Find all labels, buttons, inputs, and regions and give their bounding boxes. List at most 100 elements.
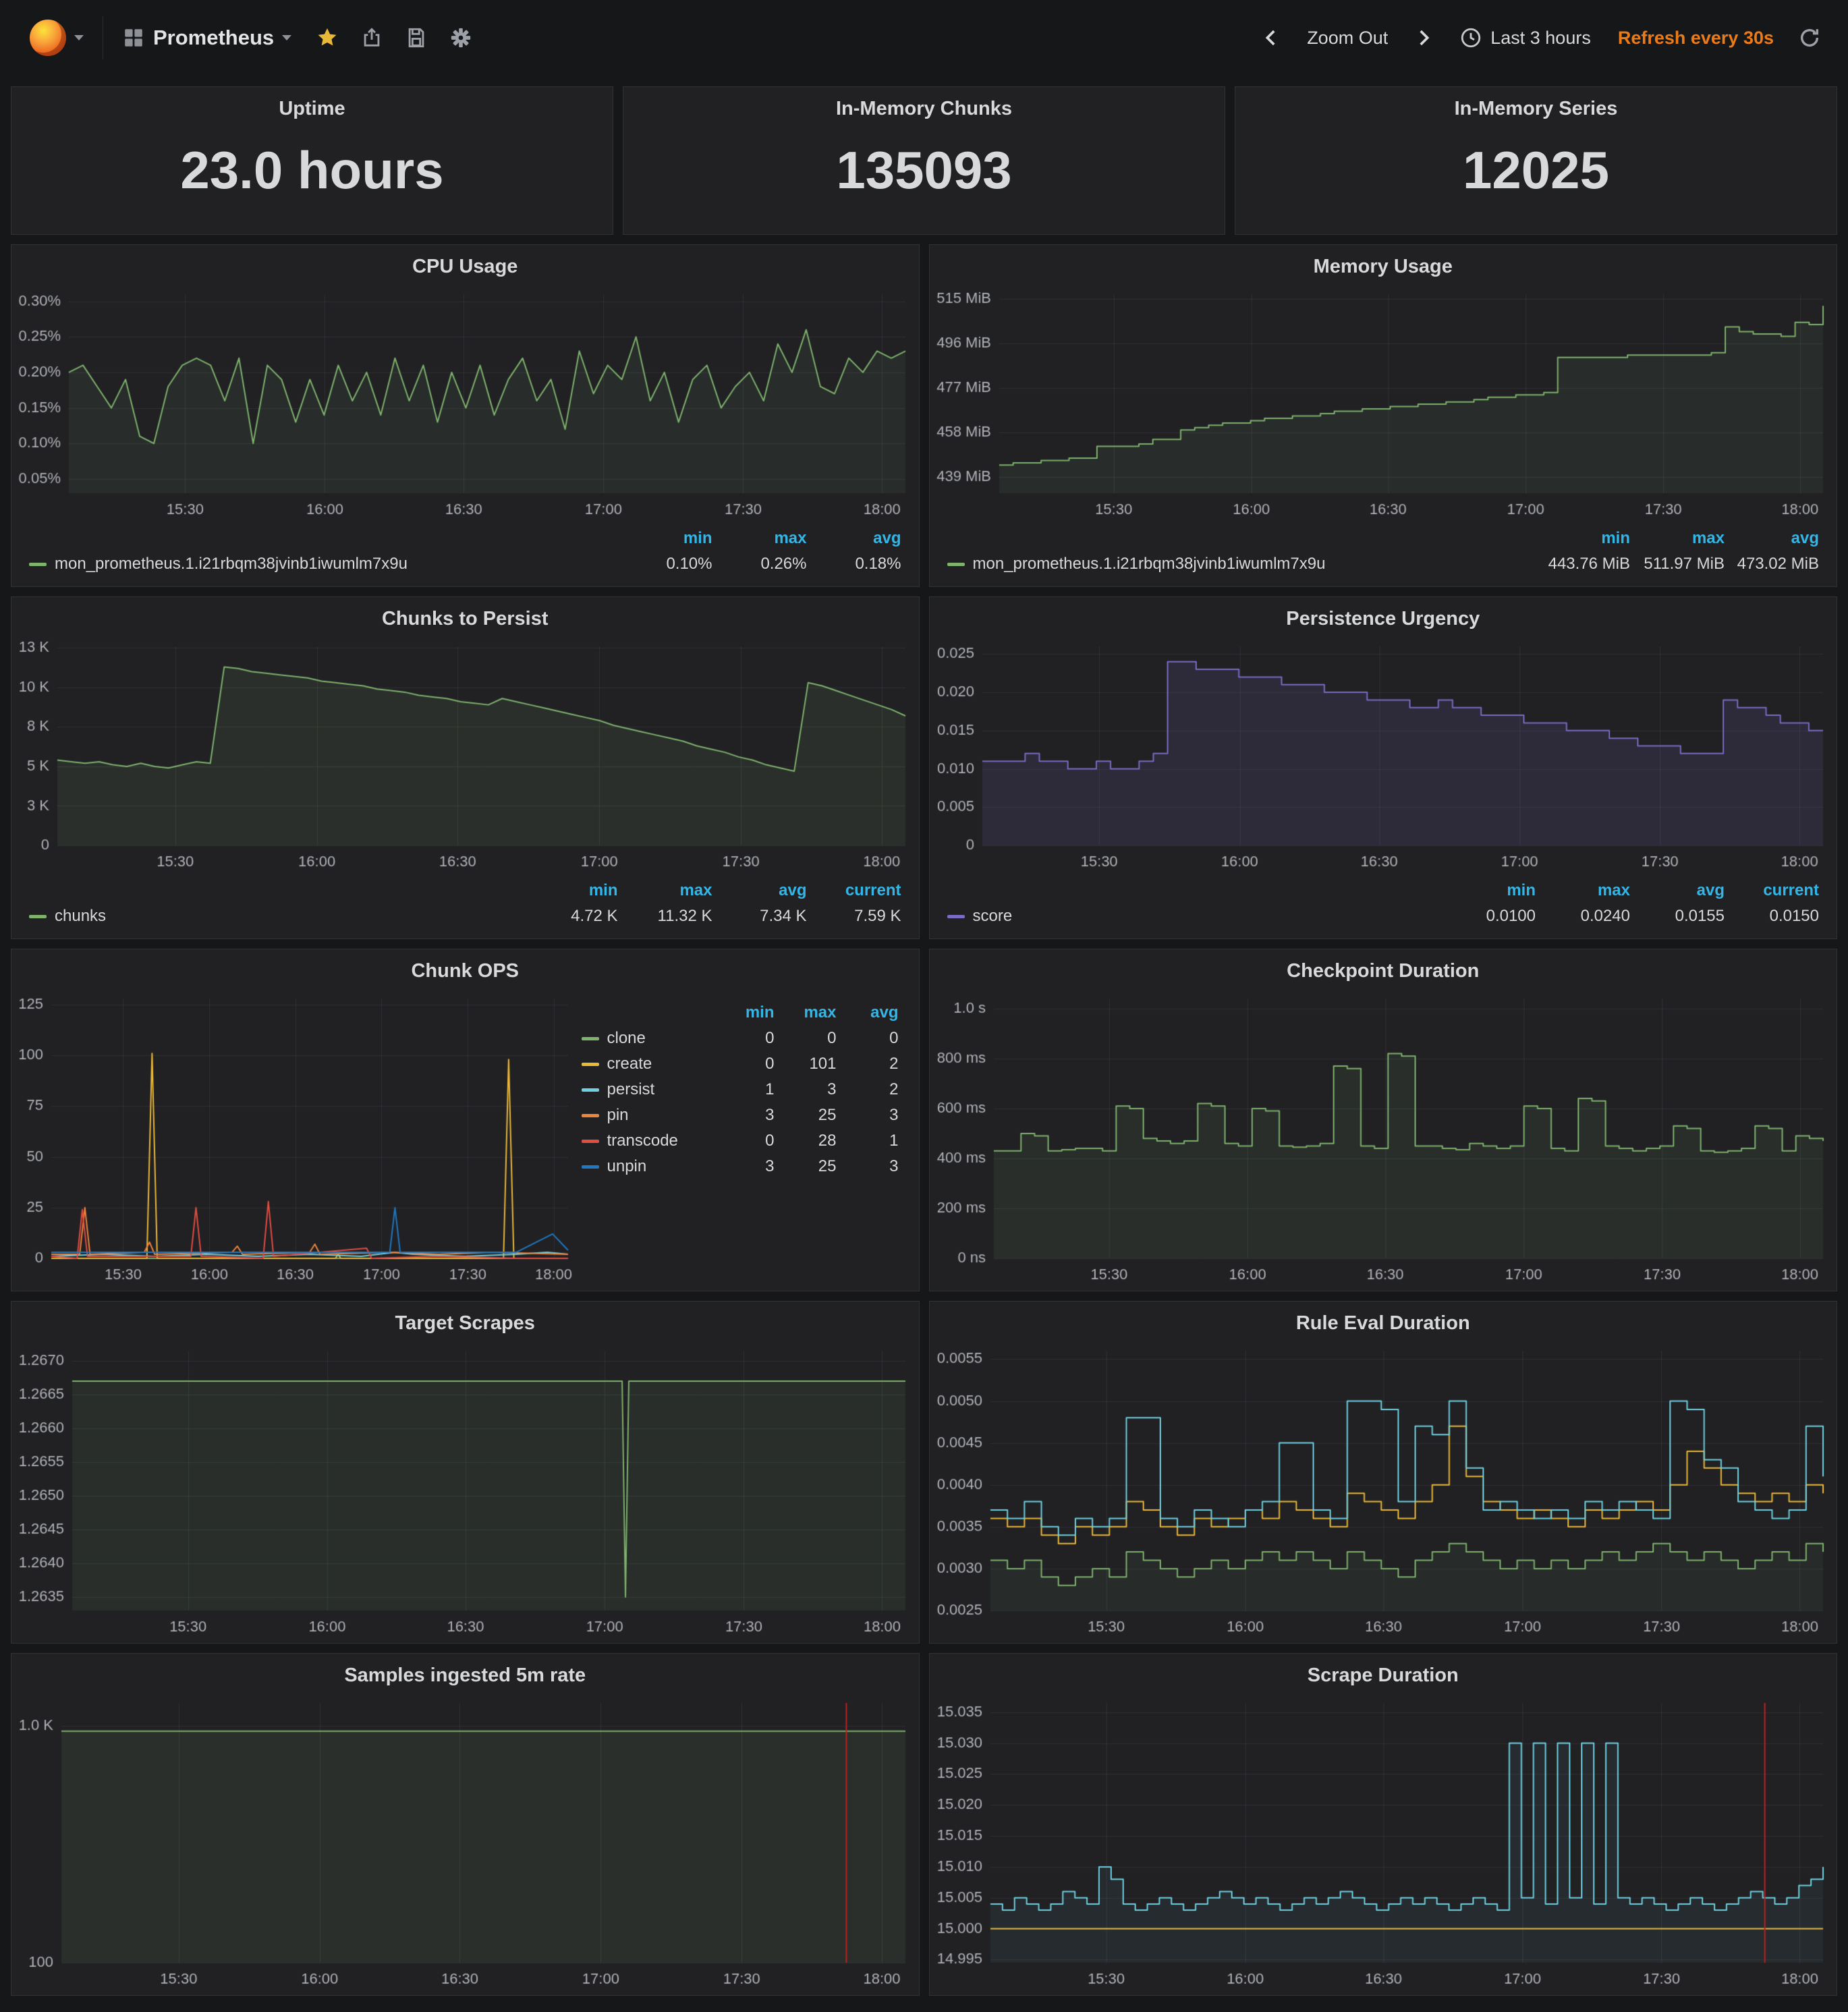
legend-value: 0.0150 (1769, 907, 1819, 925)
series-name: persist (607, 1080, 655, 1098)
legend-column-header-avg[interactable]: avg (1791, 529, 1819, 547)
panel-title[interactable]: Memory Usage (1313, 256, 1453, 277)
legend-series-toggle[interactable]: chunks (29, 903, 524, 929)
legend-column-header-min[interactable]: min (745, 1003, 775, 1022)
share-icon (364, 28, 380, 47)
stat-value: 135093 (836, 140, 1012, 200)
panel-title[interactable]: In-Memory Series (1454, 98, 1618, 119)
legend-value: 1 (765, 1080, 775, 1098)
panel-title[interactable]: Checkpoint Duration (1287, 960, 1480, 982)
target-scrapes-chart[interactable] (11, 1339, 919, 1643)
dashboard-grid-icon (125, 29, 142, 47)
legend-value: 7.34 K (760, 907, 807, 925)
legend-value: 25 (818, 1157, 837, 1175)
scrape-duration-chart[interactable] (929, 1691, 1837, 1995)
legend-column-header-current[interactable]: current (1763, 881, 1819, 899)
legend-column-header-max[interactable]: max (804, 1003, 837, 1022)
legend-header-spacer (947, 878, 1442, 903)
legend-value: 3 (765, 1106, 775, 1124)
legend-column-header-min[interactable]: min (683, 529, 712, 547)
chunk-ops-legend: min max avg clone 0 0 0 create 0 101 2 persist 1 3 2 pi… (581, 986, 919, 1179)
favorite-button[interactable] (305, 0, 349, 76)
legend-column-header-avg[interactable]: avg (870, 1003, 899, 1022)
panel-title[interactable]: Uptime (279, 98, 345, 119)
panel-title[interactable]: Scrape Duration (1307, 1665, 1459, 1686)
legend-column-header-min[interactable]: min (588, 881, 618, 899)
legend-value: 0.0100 (1486, 907, 1536, 925)
legend-value: 101 (809, 1055, 837, 1073)
refresh-interval-button[interactable]: Refresh every 30s (1604, 0, 1787, 76)
legend-value: 0.0155 (1675, 907, 1725, 925)
legend-value: 2 (889, 1080, 899, 1098)
series-name: mon_prometheus.1.i21rbqm38jvinb1iwumlm7x… (55, 555, 408, 573)
legend-value: 2 (889, 1055, 899, 1073)
refresh-icon (1800, 29, 1819, 47)
series-color-dash (947, 914, 965, 918)
legend-value: 25 (818, 1106, 837, 1124)
save-button[interactable] (394, 0, 439, 76)
legend-series-toggle[interactable]: unpin (581, 1154, 712, 1179)
cpu-usage-chart[interactable] (11, 282, 919, 526)
panel-persistence-urgency: Persistence Urgency min max avg current scor… (928, 596, 1837, 939)
legend-series-toggle[interactable]: mon_prometheus.1.i21rbqm38jvinb1iwumlm7x… (947, 551, 1536, 577)
legend-column-header-max[interactable]: max (679, 881, 712, 899)
series-name: mon_prometheus.1.i21rbqm38jvinb1iwumlm7x… (972, 555, 1326, 573)
share-button[interactable] (349, 0, 394, 76)
legend-column-header-avg[interactable]: avg (779, 881, 807, 899)
navbar: Prometheus Zoom Out (0, 0, 1848, 76)
legend-column-header-avg[interactable]: avg (873, 529, 901, 547)
dashboard-picker[interactable]: Prometheus (109, 0, 305, 76)
legend-column-header-current[interactable]: current (845, 881, 901, 899)
time-back-button[interactable] (1249, 0, 1293, 76)
samples-ingested-chart[interactable] (11, 1691, 919, 1995)
series-color-dash (581, 1113, 599, 1117)
legend-value: 0 (827, 1029, 837, 1047)
grafana-menu-button[interactable] (16, 0, 97, 76)
panel-title[interactable]: Persistence Urgency (1286, 608, 1480, 630)
caret-down-icon (282, 35, 292, 40)
time-forward-button[interactable] (1401, 0, 1446, 76)
panel-title[interactable]: CPU Usage (412, 256, 518, 277)
panel-title[interactable]: Chunk OPS (411, 960, 519, 982)
legend-series-toggle[interactable]: score (947, 903, 1442, 929)
memory-usage-chart[interactable] (929, 282, 1837, 526)
refresh-button[interactable] (1787, 0, 1832, 76)
legend-column-header-min[interactable]: min (1601, 529, 1630, 547)
panel-title[interactable]: In-Memory Chunks (835, 98, 1013, 119)
legend-series-toggle[interactable]: clone (581, 1026, 712, 1051)
chunk-ops-chart[interactable] (11, 986, 582, 1291)
legend-column-header-max[interactable]: max (1691, 529, 1725, 547)
legend-series-toggle[interactable]: transcode (581, 1128, 712, 1154)
settings-button[interactable] (439, 0, 483, 76)
panel-title[interactable]: Samples ingested 5m rate (344, 1665, 586, 1686)
rule-eval-duration-chart[interactable] (929, 1339, 1837, 1643)
stat-panel-in-memory-chunks: In-Memory Chunks 135093 (623, 86, 1225, 235)
persistence-urgency-chart[interactable] (929, 634, 1837, 878)
panel-title[interactable]: Target Scrapes (395, 1312, 535, 1334)
legend-series-toggle[interactable]: create (581, 1051, 712, 1077)
legend-column-header-avg[interactable]: avg (1696, 881, 1725, 899)
chunks-to-persist-chart[interactable] (11, 634, 919, 878)
legend-column-header-max[interactable]: max (774, 529, 807, 547)
checkpoint-duration-chart[interactable] (929, 986, 1837, 1291)
legend-value: 0 (765, 1055, 775, 1073)
zoom-out-button[interactable]: Zoom Out (1293, 0, 1401, 76)
legend-value: 3 (765, 1157, 775, 1175)
panel-title[interactable]: Chunks to Persist (381, 608, 549, 630)
charts-grid: CPU Usage min max avg mon_prometheus.1.i21r… (0, 235, 1848, 2007)
legend-series-toggle[interactable]: mon_prometheus.1.i21rbqm38jvinb1iwumlm7x… (29, 551, 618, 577)
chunks-to-persist-legend: min max avg current chunks 4.72 K 11.32 K 7.34 … (11, 878, 919, 939)
legend-series-toggle[interactable]: pin (581, 1102, 712, 1128)
time-range-button[interactable]: Last 3 hours (1446, 0, 1604, 76)
legend-value: 473.02 MiB (1737, 555, 1819, 573)
legend-value: 0.18% (855, 555, 901, 573)
legend-value: 443.76 MiB (1548, 555, 1630, 573)
legend-series-toggle[interactable]: persist (581, 1077, 712, 1102)
panel-title[interactable]: Rule Eval Duration (1295, 1312, 1470, 1334)
legend-column-header-max[interactable]: max (1597, 881, 1630, 899)
legend-column-header-min[interactable]: min (1507, 881, 1536, 899)
series-color-dash (947, 562, 965, 566)
legend-value: 0 (765, 1131, 775, 1150)
series-name: chunks (55, 907, 107, 925)
series-color-dash (581, 1062, 599, 1066)
